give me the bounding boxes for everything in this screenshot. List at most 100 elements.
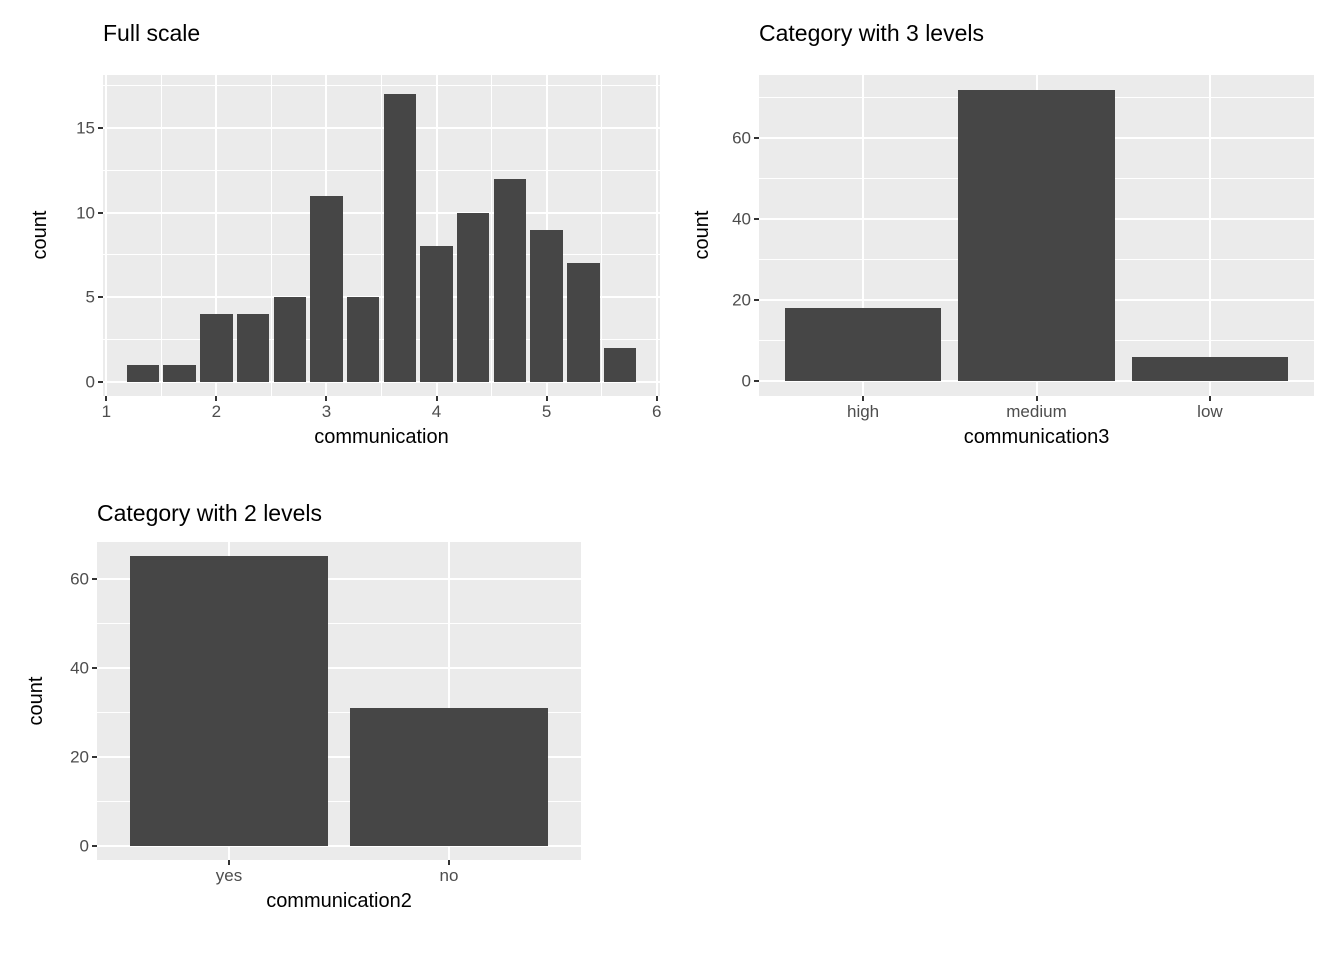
bar bbox=[273, 297, 307, 382]
y-major-gridline bbox=[103, 127, 660, 130]
x-minor-gridline bbox=[270, 75, 272, 396]
y-tick-mark bbox=[98, 211, 103, 214]
x-major-gridline bbox=[1208, 75, 1211, 396]
bar bbox=[383, 94, 417, 382]
y-tick-mark bbox=[98, 296, 103, 299]
chart-full-scale: Full scale count communication 0 5 10 15 1 2 3… bbox=[0, 0, 672, 480]
y-tick-label: 40 bbox=[70, 658, 89, 678]
y-tick-mark bbox=[92, 577, 97, 580]
bar bbox=[163, 364, 196, 382]
x-major-gridline bbox=[448, 542, 450, 860]
y-tick-label: 40 bbox=[732, 209, 751, 229]
x-tick-mark bbox=[862, 396, 865, 401]
y-minor-gridline bbox=[97, 711, 581, 713]
y-tick-mark bbox=[92, 844, 97, 847]
x-tick-label: 2 bbox=[211, 402, 222, 421]
x-minor-gridline bbox=[601, 75, 603, 396]
bar bbox=[1131, 357, 1288, 382]
bar bbox=[530, 229, 563, 382]
y-tick-mark bbox=[98, 127, 103, 130]
bar bbox=[310, 195, 343, 382]
x-tick-mark bbox=[228, 860, 230, 865]
y-major-gridline bbox=[97, 844, 581, 847]
bar bbox=[126, 364, 160, 382]
bar bbox=[420, 246, 453, 382]
y-axis-title: count bbox=[25, 676, 47, 726]
x-tick-label: 3 bbox=[321, 402, 332, 421]
bar bbox=[785, 308, 942, 382]
x-tick-mark bbox=[325, 396, 328, 401]
y-tick-label: 5 bbox=[85, 287, 95, 307]
chart-category-3-levels: Category with 3 levels count communicati… bbox=[672, 0, 1344, 480]
y-tick-mark bbox=[98, 380, 103, 383]
y-minor-gridline bbox=[97, 622, 581, 624]
x-minor-gridline bbox=[381, 75, 382, 396]
y-tick-mark bbox=[754, 299, 759, 302]
x-axis-title: communication3 bbox=[963, 426, 1110, 448]
x-tick-mark bbox=[215, 396, 218, 401]
x-minor-gridline bbox=[491, 75, 493, 396]
y-major-gridline bbox=[103, 296, 660, 299]
x-axis-title: communication2 bbox=[266, 890, 412, 912]
x-tick-label: low bbox=[1197, 402, 1223, 421]
y-tick-mark bbox=[92, 666, 97, 669]
bar bbox=[493, 178, 527, 382]
y-major-gridline bbox=[97, 577, 581, 580]
bar bbox=[350, 707, 548, 846]
plot-panel bbox=[97, 542, 581, 860]
chart-category-2-levels: Category with 2 levels count communicati… bbox=[0, 480, 672, 960]
x-tick-mark bbox=[545, 396, 548, 401]
y-tick-label: 0 bbox=[741, 371, 751, 391]
x-major-gridline bbox=[655, 75, 658, 396]
y-tick-mark bbox=[92, 755, 97, 758]
x-tick-label: 4 bbox=[431, 402, 442, 421]
bar bbox=[603, 347, 637, 382]
y-tick-label: 60 bbox=[732, 128, 751, 148]
bar bbox=[346, 297, 380, 382]
y-tick-label: 0 bbox=[85, 372, 95, 392]
y-tick-label: 0 bbox=[79, 836, 89, 856]
chart-title: Full scale bbox=[103, 20, 201, 46]
x-major-gridline bbox=[862, 75, 865, 396]
x-major-gridline bbox=[105, 75, 108, 396]
x-tick-mark bbox=[655, 396, 658, 401]
y-tick-mark bbox=[754, 137, 759, 140]
y-tick-mark bbox=[754, 380, 759, 383]
x-tick-label: medium bbox=[1006, 402, 1067, 421]
x-tick-label: no bbox=[439, 866, 459, 885]
chart-title: Category with 3 levels bbox=[759, 20, 984, 46]
x-axis-title: communication bbox=[314, 426, 449, 448]
y-tick-label: 20 bbox=[70, 747, 89, 767]
x-tick-label: 5 bbox=[541, 402, 552, 421]
y-major-gridline bbox=[103, 211, 660, 214]
bar bbox=[130, 556, 328, 846]
y-major-gridline bbox=[97, 755, 581, 758]
bar bbox=[567, 263, 600, 382]
y-tick-label: 15 bbox=[76, 118, 95, 138]
y-major-gridline bbox=[103, 380, 660, 383]
x-minor-gridline bbox=[160, 75, 162, 396]
x-tick-mark bbox=[105, 396, 108, 401]
bar bbox=[236, 314, 270, 382]
x-tick-mark bbox=[435, 396, 438, 401]
x-tick-label: 6 bbox=[651, 402, 662, 421]
y-tick-label: 60 bbox=[70, 569, 89, 589]
chart-title: Category with 2 levels bbox=[97, 500, 322, 526]
x-tick-label: yes bbox=[215, 866, 243, 885]
x-major-gridline bbox=[215, 75, 218, 396]
x-tick-mark bbox=[1035, 396, 1038, 401]
x-tick-label: high bbox=[846, 402, 880, 421]
y-major-gridline bbox=[97, 666, 581, 669]
x-major-gridline bbox=[435, 75, 438, 396]
bar bbox=[200, 314, 233, 382]
x-tick-label: 1 bbox=[101, 402, 112, 421]
x-tick-mark bbox=[448, 860, 450, 865]
y-tick-label: 10 bbox=[76, 203, 95, 223]
plot-panel bbox=[759, 75, 1314, 396]
plot-panel bbox=[103, 75, 660, 396]
y-minor-gridline bbox=[97, 800, 581, 802]
x-tick-mark bbox=[1208, 396, 1211, 401]
y-tick-mark bbox=[754, 218, 759, 221]
bar bbox=[456, 212, 490, 382]
